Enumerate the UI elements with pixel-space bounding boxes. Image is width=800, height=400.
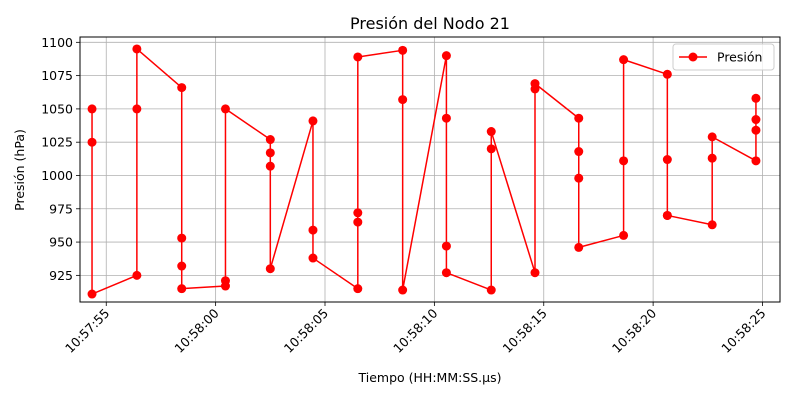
data-point bbox=[220, 276, 230, 286]
data-point bbox=[308, 225, 318, 235]
data-point bbox=[662, 69, 672, 79]
y-tick-label: 1075 bbox=[41, 68, 73, 83]
data-point bbox=[751, 156, 761, 166]
data-point bbox=[751, 93, 761, 103]
data-point bbox=[574, 113, 584, 123]
chart-title: Presión del Nodo 21 bbox=[350, 14, 510, 33]
data-point bbox=[619, 156, 629, 166]
legend-label: Presión bbox=[717, 50, 762, 65]
y-tick-label: 1025 bbox=[41, 135, 73, 150]
data-point bbox=[619, 230, 629, 240]
data-point bbox=[398, 45, 408, 55]
data-point bbox=[662, 210, 672, 220]
data-point bbox=[177, 233, 187, 243]
data-point bbox=[87, 137, 97, 147]
data-point bbox=[177, 83, 187, 93]
data-point bbox=[308, 253, 318, 263]
data-point bbox=[619, 55, 629, 65]
data-point bbox=[530, 268, 540, 278]
data-point bbox=[353, 284, 363, 294]
data-point bbox=[751, 125, 761, 135]
y-tick-label: 950 bbox=[49, 235, 73, 250]
data-point bbox=[441, 113, 451, 123]
y-axis-label: Presión (hPa) bbox=[12, 129, 27, 211]
legend-marker bbox=[688, 52, 698, 62]
y-tick-label: 975 bbox=[49, 201, 73, 216]
y-tick-label: 1000 bbox=[41, 168, 73, 183]
data-point bbox=[132, 44, 142, 54]
data-point bbox=[707, 220, 717, 230]
data-point bbox=[574, 242, 584, 252]
data-point bbox=[662, 155, 672, 165]
data-point bbox=[398, 95, 408, 105]
data-point bbox=[398, 285, 408, 295]
data-point bbox=[132, 104, 142, 114]
data-point bbox=[353, 52, 363, 62]
x-axis-label: Tiempo (HH:MM:SS.µs) bbox=[358, 370, 502, 385]
series-layer bbox=[87, 44, 761, 299]
data-point bbox=[265, 148, 275, 158]
data-point bbox=[441, 241, 451, 251]
data-point bbox=[574, 147, 584, 157]
data-point bbox=[707, 153, 717, 163]
data-point bbox=[353, 208, 363, 218]
data-point bbox=[486, 127, 496, 137]
data-point bbox=[751, 115, 761, 125]
data-point bbox=[441, 51, 451, 61]
data-point bbox=[308, 116, 318, 126]
y-tick-label: 925 bbox=[49, 268, 73, 283]
data-point bbox=[220, 104, 230, 114]
data-point bbox=[87, 289, 97, 299]
data-point bbox=[265, 161, 275, 171]
y-tick-label: 1050 bbox=[41, 101, 73, 116]
data-point bbox=[707, 132, 717, 142]
data-point bbox=[265, 264, 275, 274]
data-point bbox=[486, 285, 496, 295]
legend: Presión bbox=[672, 43, 775, 71]
legend-box bbox=[672, 43, 775, 71]
data-point bbox=[574, 173, 584, 183]
data-point bbox=[87, 104, 97, 114]
y-tick-label: 1100 bbox=[41, 35, 73, 50]
data-point bbox=[486, 144, 496, 154]
data-point bbox=[177, 284, 187, 294]
data-point bbox=[132, 270, 142, 280]
data-point bbox=[265, 135, 275, 145]
data-point bbox=[530, 79, 540, 89]
grid-layer bbox=[80, 37, 780, 302]
data-point bbox=[441, 268, 451, 278]
data-point bbox=[177, 261, 187, 271]
plot-frame bbox=[79, 36, 781, 303]
data-point bbox=[353, 217, 363, 227]
